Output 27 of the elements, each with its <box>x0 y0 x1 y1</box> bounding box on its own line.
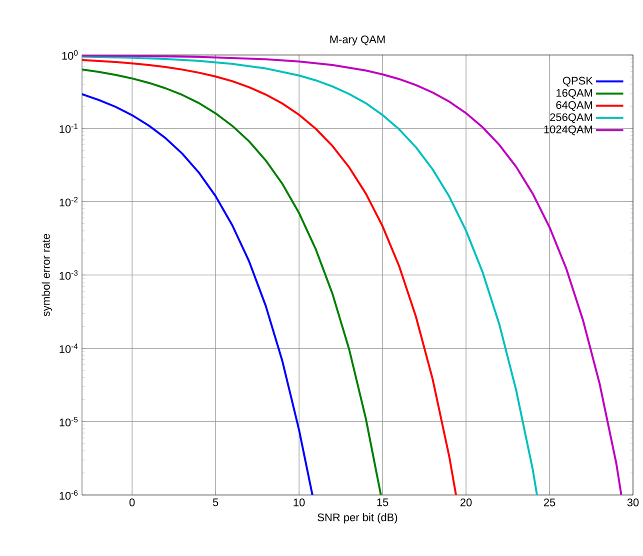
chart-title: M-ary QAM <box>330 36 385 46</box>
y-tick-label: 10$^{0}$ <box>62 50 78 60</box>
x-tick-label: 25 <box>544 498 556 506</box>
x-tick-label: 30 <box>627 498 639 506</box>
line-series <box>82 93 314 495</box>
y-tick-label: 10$^{-2}$ <box>60 196 78 206</box>
y-tick-label: 10$^{-1}$ <box>60 124 78 134</box>
y-tick-label: 10$^{-6}$ <box>60 490 78 500</box>
y-tick-label: 10$^{-3}$ <box>60 270 78 280</box>
legend-label: 64QAM <box>556 101 592 111</box>
x-tick-label: 10 <box>294 498 305 506</box>
x-tick-label: 5 <box>212 498 218 506</box>
legend-label: QPSK <box>562 76 593 87</box>
x-axis-title: SNR per bit (dB) <box>318 513 398 524</box>
line-series <box>82 54 622 495</box>
y-tick-label: 10$^{-5}$ <box>60 416 78 426</box>
y-tick-label: 10$^{-4}$ <box>60 344 78 354</box>
line-series <box>82 68 382 495</box>
line-series <box>82 56 538 495</box>
x-tick-label: 0 <box>129 498 135 506</box>
x-tick-label: 20 <box>460 498 472 506</box>
legend-label: 256QAM <box>550 113 592 124</box>
x-tick-label: 15 <box>377 498 388 506</box>
legend-label: 16QAM <box>556 88 592 99</box>
line-series <box>82 59 458 495</box>
y-axis-title: symbol error rate <box>42 234 52 316</box>
legend-label: 1024QAM <box>544 126 592 136</box>
